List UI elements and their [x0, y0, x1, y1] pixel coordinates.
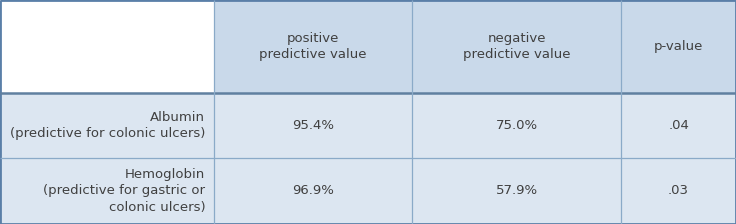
Bar — [412, 0, 621, 93]
Bar — [0, 93, 214, 158]
Text: 75.0%: 75.0% — [496, 119, 538, 132]
Text: 95.4%: 95.4% — [292, 119, 334, 132]
Bar — [0, 158, 214, 224]
Bar — [214, 0, 412, 93]
Text: negative
predictive value: negative predictive value — [463, 32, 570, 61]
Bar — [214, 93, 412, 158]
Text: 57.9%: 57.9% — [496, 184, 538, 198]
Text: Hemoglobin
(predictive for gastric or
colonic ulcers): Hemoglobin (predictive for gastric or co… — [43, 168, 205, 214]
Text: positive
predictive value: positive predictive value — [260, 32, 367, 61]
Text: .04: .04 — [668, 119, 689, 132]
Text: .03: .03 — [668, 184, 689, 198]
Bar — [214, 158, 412, 224]
Text: 96.9%: 96.9% — [292, 184, 334, 198]
Bar — [0, 0, 214, 93]
Bar — [621, 0, 736, 93]
Bar — [412, 93, 621, 158]
Bar — [412, 158, 621, 224]
Bar — [621, 93, 736, 158]
Text: Albumin
(predictive for colonic ulcers): Albumin (predictive for colonic ulcers) — [10, 111, 205, 140]
Bar — [621, 158, 736, 224]
Text: p-value: p-value — [654, 40, 704, 53]
